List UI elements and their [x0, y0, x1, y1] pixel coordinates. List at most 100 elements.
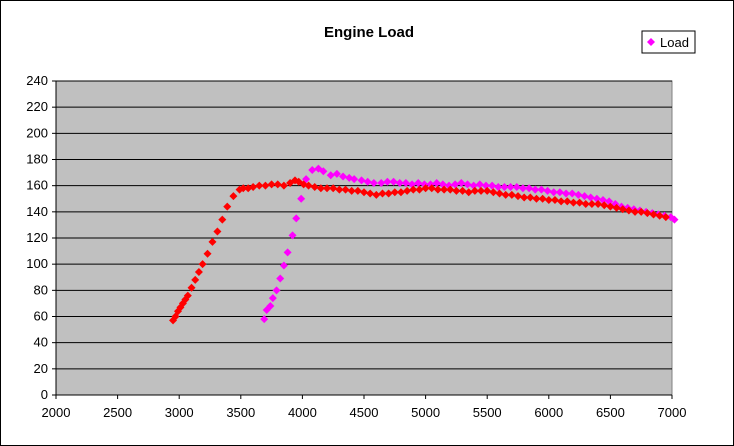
data-point: [383, 177, 392, 186]
y-tick-label: 160: [26, 178, 48, 193]
data-point: [390, 188, 399, 197]
y-tick-label: 220: [26, 99, 48, 114]
grid-lines: [56, 80, 672, 370]
data-point: [518, 184, 527, 193]
data-point: [288, 231, 297, 240]
data-point: [427, 184, 436, 193]
y-tick-label: 200: [26, 125, 48, 140]
x-tick-label: 2000: [42, 405, 71, 420]
data-point: [649, 210, 658, 219]
x-tick-label: 6500: [596, 405, 625, 420]
data-point: [612, 203, 621, 212]
data-point: [415, 185, 424, 194]
data-point: [323, 184, 332, 193]
data-point: [389, 177, 398, 186]
data-point: [339, 172, 348, 181]
data-point: [396, 188, 405, 197]
data-point: [532, 194, 541, 203]
data-point: [229, 192, 238, 201]
legend-box: [641, 30, 696, 54]
x-tick-label: 5000: [411, 405, 440, 420]
data-point: [319, 167, 328, 176]
data-point: [568, 189, 577, 198]
data-point: [297, 194, 306, 203]
data-point: [643, 209, 652, 218]
x-axis: 2000 2500 3000 3500 4000 4500 5000 5500 6000 6500…: [42, 394, 686, 420]
data-point: [463, 180, 472, 189]
data-point: [335, 185, 344, 194]
data-point: [624, 206, 633, 215]
data-point: [341, 185, 350, 194]
data-point: [457, 179, 466, 188]
data-point: [549, 188, 558, 197]
data-point: [268, 294, 277, 303]
data-point: [494, 182, 503, 191]
data-point: [292, 214, 301, 223]
data-point: [273, 180, 282, 189]
data-point: [438, 180, 447, 189]
data-point: [501, 190, 510, 199]
data-point: [507, 190, 516, 199]
data-point: [266, 302, 275, 311]
data-point: [569, 198, 578, 207]
y-tick-label: 40: [34, 335, 48, 350]
data-point: [378, 189, 387, 198]
data-point: [372, 190, 381, 199]
x-tick-label: 4000: [288, 405, 317, 420]
data-point: [618, 205, 627, 214]
data-point: [670, 215, 679, 224]
x-tick-label: 3500: [226, 405, 255, 420]
data-point: [531, 185, 540, 194]
data-point: [543, 186, 552, 195]
data-point: [403, 186, 412, 195]
data-point: [631, 207, 640, 216]
data-point: [587, 199, 596, 208]
data-point: [310, 182, 319, 191]
data-point: [279, 261, 288, 270]
data-point: [586, 193, 595, 202]
y-tick-label: 20: [34, 361, 48, 376]
data-point: [191, 275, 200, 284]
data-point: [605, 197, 614, 206]
data-point: [446, 185, 455, 194]
data-point: [304, 181, 313, 190]
data-point: [661, 213, 670, 222]
data-point: [489, 188, 498, 197]
data-point: [440, 185, 449, 194]
data-point: [470, 186, 479, 195]
data-point: [316, 184, 325, 193]
data-point: [526, 193, 535, 202]
data-point: [279, 181, 288, 190]
data-point: [208, 237, 217, 246]
data-point: [580, 192, 589, 201]
y-tick-label: 0: [41, 387, 48, 402]
data-point: [538, 194, 547, 203]
data-point: [401, 179, 410, 188]
data-point: [525, 184, 534, 193]
data-point: [276, 274, 285, 283]
data-point: [537, 185, 546, 194]
data-point: [409, 185, 418, 194]
x-tick-label: 3000: [165, 405, 194, 420]
data-point: [432, 179, 441, 188]
data-point: [261, 181, 270, 190]
data-point: [600, 201, 609, 210]
data-point: [594, 199, 603, 208]
data-point: [464, 188, 473, 197]
y-tick-label: 140: [26, 204, 48, 219]
data-point: [198, 260, 207, 269]
data-point: [637, 207, 646, 216]
legend-marker: [647, 38, 655, 46]
chart-title: Engine Load: [324, 24, 414, 41]
data-point: [483, 186, 492, 195]
y-tick-label: 60: [34, 309, 48, 324]
y-axis: 0 20 40 60 80 100 120 140 160 180 200 220 240: [26, 73, 57, 402]
data-point: [218, 215, 227, 224]
data-point: [477, 186, 486, 195]
data-point: [203, 249, 212, 258]
data-point: [555, 188, 564, 197]
data-point: [395, 179, 404, 188]
data-point: [360, 188, 368, 197]
